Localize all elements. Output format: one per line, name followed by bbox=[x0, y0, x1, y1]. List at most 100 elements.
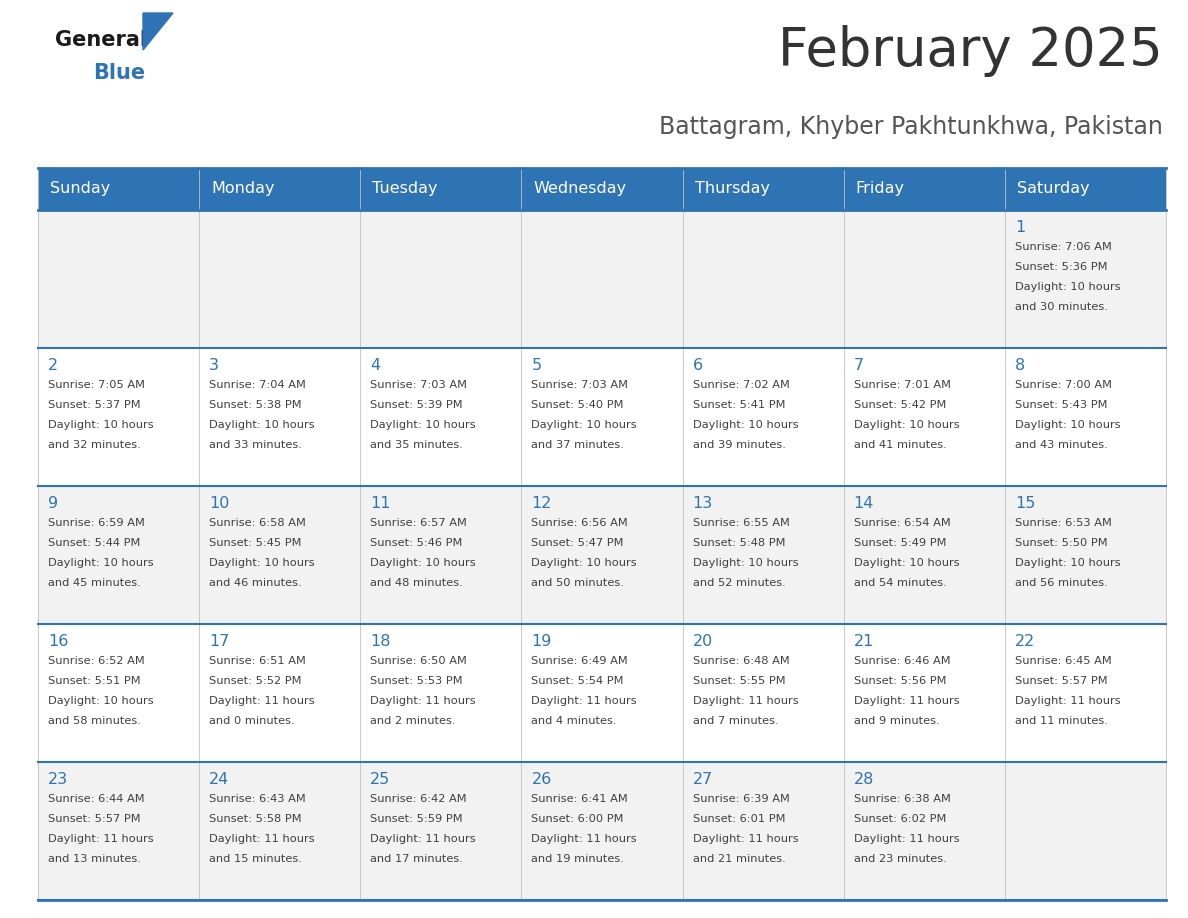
Text: and 11 minutes.: and 11 minutes. bbox=[1015, 716, 1107, 726]
Text: 28: 28 bbox=[854, 772, 874, 787]
Text: Sunset: 5:45 PM: Sunset: 5:45 PM bbox=[209, 538, 302, 548]
Text: Sunrise: 6:41 AM: Sunrise: 6:41 AM bbox=[531, 794, 628, 804]
Text: and 37 minutes.: and 37 minutes. bbox=[531, 440, 625, 450]
Text: Sunrise: 7:01 AM: Sunrise: 7:01 AM bbox=[854, 380, 950, 390]
Text: Sunrise: 6:52 AM: Sunrise: 6:52 AM bbox=[48, 656, 145, 666]
Text: and 35 minutes.: and 35 minutes. bbox=[371, 440, 463, 450]
Bar bbox=[38, 210, 1165, 348]
Text: and 4 minutes.: and 4 minutes. bbox=[531, 716, 617, 726]
Text: Sunrise: 6:54 AM: Sunrise: 6:54 AM bbox=[854, 518, 950, 528]
Text: Sunrise: 6:46 AM: Sunrise: 6:46 AM bbox=[854, 656, 950, 666]
Text: Sunset: 5:41 PM: Sunset: 5:41 PM bbox=[693, 400, 785, 410]
Text: Sunset: 5:54 PM: Sunset: 5:54 PM bbox=[531, 676, 624, 686]
Text: Daylight: 11 hours: Daylight: 11 hours bbox=[371, 696, 476, 706]
Text: Daylight: 11 hours: Daylight: 11 hours bbox=[693, 696, 798, 706]
Text: Sunset: 5:52 PM: Sunset: 5:52 PM bbox=[209, 676, 302, 686]
Text: 16: 16 bbox=[48, 634, 69, 649]
Text: Sunset: 6:02 PM: Sunset: 6:02 PM bbox=[854, 814, 946, 824]
Text: Sunset: 5:36 PM: Sunset: 5:36 PM bbox=[1015, 262, 1107, 272]
Text: Sunset: 5:51 PM: Sunset: 5:51 PM bbox=[48, 676, 140, 686]
Text: Daylight: 10 hours: Daylight: 10 hours bbox=[1015, 558, 1120, 568]
Text: Sunset: 5:47 PM: Sunset: 5:47 PM bbox=[531, 538, 624, 548]
Text: Sunrise: 6:53 AM: Sunrise: 6:53 AM bbox=[1015, 518, 1112, 528]
Text: and 46 minutes.: and 46 minutes. bbox=[209, 578, 302, 588]
Text: 22: 22 bbox=[1015, 634, 1035, 649]
Text: Sunrise: 6:58 AM: Sunrise: 6:58 AM bbox=[209, 518, 307, 528]
Text: Sunrise: 7:06 AM: Sunrise: 7:06 AM bbox=[1015, 242, 1112, 252]
Text: Daylight: 11 hours: Daylight: 11 hours bbox=[693, 834, 798, 844]
Text: Daylight: 11 hours: Daylight: 11 hours bbox=[371, 834, 476, 844]
Text: 12: 12 bbox=[531, 496, 551, 511]
Text: Daylight: 10 hours: Daylight: 10 hours bbox=[693, 558, 798, 568]
Text: 9: 9 bbox=[48, 496, 58, 511]
Text: Sunrise: 7:03 AM: Sunrise: 7:03 AM bbox=[371, 380, 467, 390]
Text: 11: 11 bbox=[371, 496, 391, 511]
Text: Sunset: 5:38 PM: Sunset: 5:38 PM bbox=[209, 400, 302, 410]
Text: Tuesday: Tuesday bbox=[372, 182, 438, 196]
Text: Daylight: 11 hours: Daylight: 11 hours bbox=[48, 834, 153, 844]
Text: 15: 15 bbox=[1015, 496, 1035, 511]
Text: Sunset: 5:57 PM: Sunset: 5:57 PM bbox=[1015, 676, 1107, 686]
Text: Sunset: 5:57 PM: Sunset: 5:57 PM bbox=[48, 814, 140, 824]
Text: 10: 10 bbox=[209, 496, 229, 511]
Text: 6: 6 bbox=[693, 358, 702, 373]
Text: Friday: Friday bbox=[855, 182, 905, 196]
Text: Daylight: 11 hours: Daylight: 11 hours bbox=[854, 834, 960, 844]
Bar bbox=[38, 486, 1165, 624]
Text: Daylight: 11 hours: Daylight: 11 hours bbox=[209, 834, 315, 844]
Text: Sunrise: 6:57 AM: Sunrise: 6:57 AM bbox=[371, 518, 467, 528]
Text: and 48 minutes.: and 48 minutes. bbox=[371, 578, 463, 588]
Text: Daylight: 11 hours: Daylight: 11 hours bbox=[209, 696, 315, 706]
Text: Sunset: 5:40 PM: Sunset: 5:40 PM bbox=[531, 400, 624, 410]
Text: Daylight: 11 hours: Daylight: 11 hours bbox=[531, 696, 637, 706]
Text: 1: 1 bbox=[1015, 220, 1025, 235]
Text: Sunrise: 7:04 AM: Sunrise: 7:04 AM bbox=[209, 380, 307, 390]
Text: Sunset: 5:58 PM: Sunset: 5:58 PM bbox=[209, 814, 302, 824]
Text: Sunrise: 6:55 AM: Sunrise: 6:55 AM bbox=[693, 518, 790, 528]
Text: and 23 minutes.: and 23 minutes. bbox=[854, 854, 947, 864]
Text: Sunrise: 6:59 AM: Sunrise: 6:59 AM bbox=[48, 518, 145, 528]
Text: February 2025: February 2025 bbox=[778, 25, 1163, 77]
Text: Sunset: 5:42 PM: Sunset: 5:42 PM bbox=[854, 400, 946, 410]
Text: Sunset: 6:01 PM: Sunset: 6:01 PM bbox=[693, 814, 785, 824]
Text: Daylight: 10 hours: Daylight: 10 hours bbox=[531, 558, 637, 568]
Text: Sunrise: 6:39 AM: Sunrise: 6:39 AM bbox=[693, 794, 790, 804]
Text: and 58 minutes.: and 58 minutes. bbox=[48, 716, 141, 726]
Bar bbox=[360, 168, 522, 210]
Text: Daylight: 10 hours: Daylight: 10 hours bbox=[1015, 420, 1120, 430]
Text: Daylight: 10 hours: Daylight: 10 hours bbox=[854, 420, 960, 430]
Bar bbox=[200, 168, 360, 210]
Text: and 52 minutes.: and 52 minutes. bbox=[693, 578, 785, 588]
Bar bbox=[38, 348, 1165, 486]
Text: Sunset: 5:48 PM: Sunset: 5:48 PM bbox=[693, 538, 785, 548]
Text: 14: 14 bbox=[854, 496, 874, 511]
Text: 26: 26 bbox=[531, 772, 551, 787]
Text: and 0 minutes.: and 0 minutes. bbox=[209, 716, 295, 726]
Text: Monday: Monday bbox=[211, 182, 274, 196]
Text: and 54 minutes.: and 54 minutes. bbox=[854, 578, 947, 588]
Text: 19: 19 bbox=[531, 634, 551, 649]
Text: Sunrise: 7:03 AM: Sunrise: 7:03 AM bbox=[531, 380, 628, 390]
Bar bbox=[38, 624, 1165, 762]
Text: Sunrise: 6:38 AM: Sunrise: 6:38 AM bbox=[854, 794, 950, 804]
Text: 18: 18 bbox=[371, 634, 391, 649]
Text: 3: 3 bbox=[209, 358, 219, 373]
Text: and 17 minutes.: and 17 minutes. bbox=[371, 854, 463, 864]
Bar bbox=[38, 762, 1165, 900]
Text: and 33 minutes.: and 33 minutes. bbox=[209, 440, 302, 450]
Polygon shape bbox=[143, 13, 173, 50]
Text: Daylight: 10 hours: Daylight: 10 hours bbox=[209, 420, 315, 430]
Text: Sunset: 5:37 PM: Sunset: 5:37 PM bbox=[48, 400, 140, 410]
Text: Wednesday: Wednesday bbox=[533, 182, 626, 196]
Text: 25: 25 bbox=[371, 772, 391, 787]
Text: Sunset: 5:46 PM: Sunset: 5:46 PM bbox=[371, 538, 462, 548]
Text: and 41 minutes.: and 41 minutes. bbox=[854, 440, 947, 450]
Text: Sunrise: 6:44 AM: Sunrise: 6:44 AM bbox=[48, 794, 145, 804]
Text: 24: 24 bbox=[209, 772, 229, 787]
Text: and 43 minutes.: and 43 minutes. bbox=[1015, 440, 1107, 450]
Text: General: General bbox=[55, 30, 147, 50]
Text: Sunrise: 6:50 AM: Sunrise: 6:50 AM bbox=[371, 656, 467, 666]
Text: Blue: Blue bbox=[93, 63, 145, 83]
Bar bbox=[38, 168, 200, 210]
Text: Sunset: 5:49 PM: Sunset: 5:49 PM bbox=[854, 538, 946, 548]
